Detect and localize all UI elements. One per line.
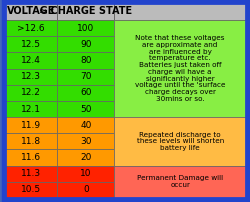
Text: 20: 20 bbox=[80, 153, 92, 162]
Text: 70: 70 bbox=[80, 72, 92, 81]
Text: >12.6: >12.6 bbox=[17, 24, 45, 33]
Text: 40: 40 bbox=[80, 121, 92, 130]
Text: 50: 50 bbox=[80, 104, 92, 114]
Text: 30: 30 bbox=[80, 137, 92, 146]
Bar bbox=[58, 3, 114, 20]
Bar bbox=[58, 117, 114, 133]
Text: 10: 10 bbox=[80, 169, 92, 178]
Bar bbox=[58, 101, 114, 117]
Text: 12.3: 12.3 bbox=[21, 72, 41, 81]
Bar bbox=[4, 149, 58, 166]
Bar bbox=[58, 166, 114, 182]
Bar bbox=[114, 20, 246, 117]
Text: VOLTAGE: VOLTAGE bbox=[7, 6, 55, 17]
Bar bbox=[4, 36, 58, 52]
Bar bbox=[4, 3, 58, 20]
Text: 11.3: 11.3 bbox=[21, 169, 41, 178]
Bar bbox=[58, 182, 114, 198]
Text: 12.4: 12.4 bbox=[21, 56, 41, 65]
Bar bbox=[58, 85, 114, 101]
Bar bbox=[4, 166, 58, 182]
Text: 11.8: 11.8 bbox=[21, 137, 41, 146]
Bar bbox=[58, 36, 114, 52]
Text: Permanent Damage will
occur: Permanent Damage will occur bbox=[137, 176, 223, 188]
Bar bbox=[4, 68, 58, 85]
Text: Repeated discharge to
these levels will shorten
battery life: Repeated discharge to these levels will … bbox=[136, 132, 224, 151]
Text: 90: 90 bbox=[80, 40, 92, 49]
Text: 11.9: 11.9 bbox=[21, 121, 41, 130]
Text: Note that these voltages
are approximate and
are influenced by
temperature etc.
: Note that these voltages are approximate… bbox=[135, 35, 226, 102]
Text: 60: 60 bbox=[80, 88, 92, 97]
Bar bbox=[114, 3, 246, 20]
Bar bbox=[4, 85, 58, 101]
Text: 0: 0 bbox=[83, 185, 89, 194]
Bar bbox=[58, 52, 114, 68]
Bar bbox=[4, 182, 58, 198]
Bar bbox=[58, 149, 114, 166]
Bar bbox=[114, 166, 246, 198]
Text: 11.6: 11.6 bbox=[21, 153, 41, 162]
Text: 80: 80 bbox=[80, 56, 92, 65]
Text: 12.1: 12.1 bbox=[21, 104, 41, 114]
Text: 12.2: 12.2 bbox=[21, 88, 41, 97]
Bar bbox=[58, 68, 114, 85]
Bar bbox=[58, 133, 114, 149]
Text: 12.5: 12.5 bbox=[21, 40, 41, 49]
Bar bbox=[4, 20, 58, 36]
Bar bbox=[4, 101, 58, 117]
Text: 100: 100 bbox=[77, 24, 94, 33]
Bar bbox=[4, 52, 58, 68]
Bar bbox=[58, 20, 114, 36]
Text: ≈ CHARGE STATE: ≈ CHARGE STATE bbox=[39, 6, 132, 17]
Bar bbox=[114, 117, 246, 166]
Bar bbox=[4, 133, 58, 149]
Bar bbox=[4, 117, 58, 133]
Text: 10.5: 10.5 bbox=[21, 185, 41, 194]
